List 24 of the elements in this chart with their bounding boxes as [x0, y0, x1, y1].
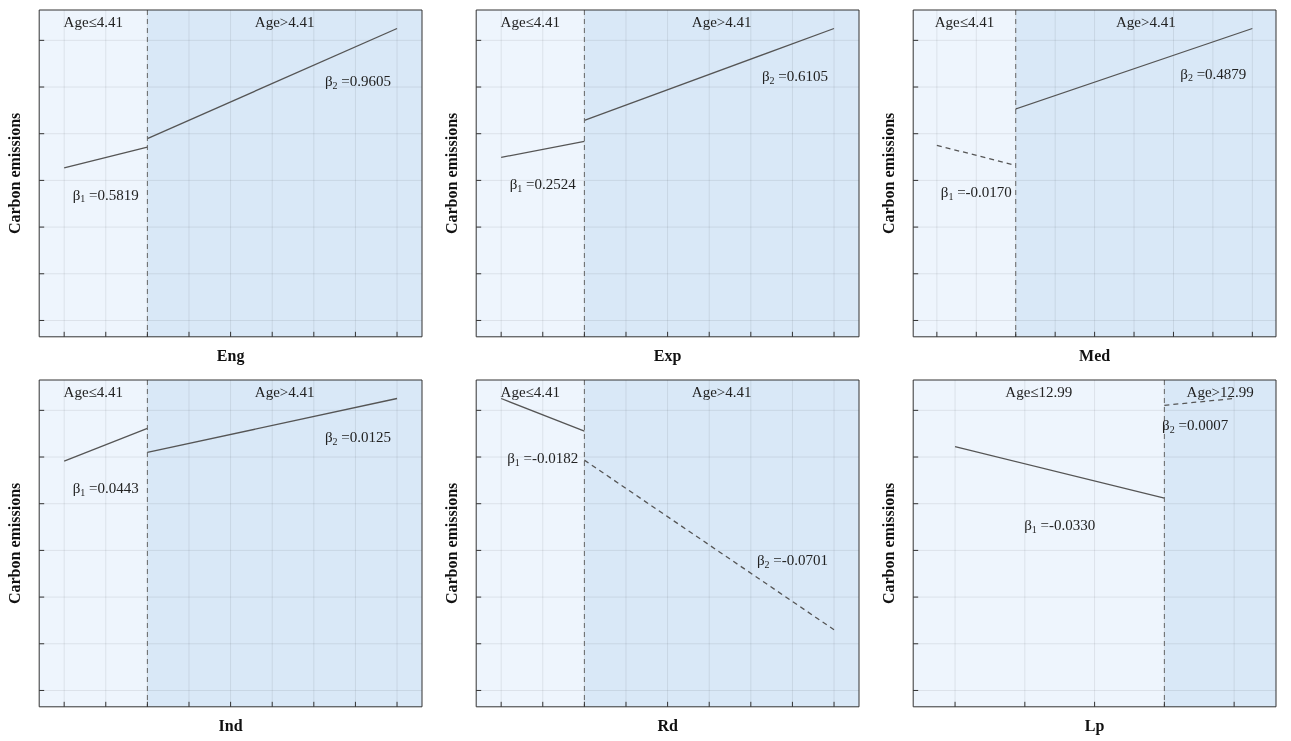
annotation: Age>12.99: [1186, 383, 1254, 400]
x-axis-title: Ind: [218, 716, 243, 734]
y-axis-title: Carbon emissions: [5, 482, 23, 605]
annotation: Age>4.41: [254, 383, 315, 400]
annotation: Age≤4.41: [500, 383, 561, 400]
x-axis-title: Med: [1079, 346, 1111, 364]
annotation: Age>4.41: [691, 13, 752, 30]
annotation: Age≤4.41: [934, 13, 995, 30]
annotation: Age≤4.41: [500, 13, 561, 30]
x-axis-title: Rd: [657, 716, 678, 734]
annotation: Age>4.41: [1116, 13, 1176, 30]
annotation: Age>4.41: [691, 383, 752, 400]
y-axis-title: Carbon emissions: [879, 482, 897, 605]
annotation: Age≤4.41: [63, 13, 124, 30]
y-axis-title: Carbon emissions: [442, 112, 460, 235]
y-axis-title: Carbon emissions: [879, 112, 897, 235]
x-axis-title: Lp: [1084, 716, 1105, 735]
annotation: Age≤4.41: [63, 383, 124, 400]
annotation: Age≤12.99: [1005, 383, 1073, 400]
annotation: Age>4.41: [254, 13, 315, 30]
x-axis-title: Exp: [653, 346, 682, 365]
x-axis-title: Eng: [216, 346, 245, 365]
y-axis-title: Carbon emissions: [5, 112, 23, 235]
y-axis-title: Carbon emissions: [442, 482, 460, 605]
